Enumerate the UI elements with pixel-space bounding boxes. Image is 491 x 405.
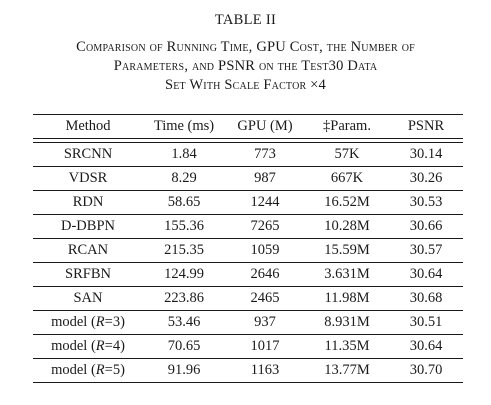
table-row: SRFBN 124.99 2646 3.631M 30.64 (33, 263, 463, 287)
cell-time: 70.65 (167, 338, 201, 354)
table-row: RDN 58.65 1244 16.52M 30.53 (33, 191, 463, 215)
cell-psnr: 30.53 (409, 194, 443, 210)
cell-time: 58.65 (167, 194, 201, 210)
cell-param: 57K (334, 146, 360, 162)
method-prefix: model ( (51, 314, 96, 330)
cell-param: 13.77M (324, 362, 370, 378)
cell-gpu: 987 (254, 170, 276, 186)
method-suffix: =5) (104, 362, 125, 378)
cell-psnr: 30.66 (409, 218, 443, 234)
cell-method: SRCNN (63, 146, 113, 162)
cell-param: 11.35M (324, 338, 370, 354)
method-variable: R (95, 314, 105, 330)
column-header-time: Time (ms) (153, 118, 215, 134)
method-suffix: =3) (104, 314, 125, 330)
table-caption: Comparison of Running Time, GPU Cost, th… (10, 38, 481, 95)
cell-gpu: 1244 (250, 194, 280, 210)
cell-param: 8.931M (324, 314, 370, 330)
table-row: SRCNN 1.84 773 57K 30.14 (33, 142, 463, 167)
method-variable: R (95, 362, 105, 378)
table-header-row: Method Time (ms) GPU (M) ‡Param. PSNR (33, 115, 463, 139)
cell-time: 124.99 (164, 266, 204, 282)
cell-psnr: 30.70 (409, 362, 443, 378)
cell-param: 10.28M (324, 218, 370, 234)
cell-time: 53.46 (167, 314, 201, 330)
results-table: Method Time (ms) GPU (M) ‡Param. PSNR SR… (33, 114, 463, 383)
cell-param: 16.52M (324, 194, 370, 210)
cell-method: SAN (73, 290, 103, 306)
cell-method: model (R=3) (33, 314, 143, 331)
cell-gpu: 937 (254, 314, 276, 330)
cell-method: SRFBN (65, 266, 111, 282)
table-body: SRCNN 1.84 773 57K 30.14 VDSR 8.29 987 667K 30.26… (33, 142, 463, 382)
cell-psnr: 30.64 (409, 338, 443, 354)
cell-gpu: 2646 (250, 266, 280, 282)
cell-method: model (R=5) (33, 362, 143, 379)
cell-param: 15.59M (324, 242, 370, 258)
cell-time: 155.36 (164, 218, 204, 234)
cell-psnr: 30.26 (409, 170, 443, 186)
cell-psnr: 30.57 (409, 242, 443, 258)
method-suffix: =4) (104, 338, 125, 354)
table-row: D-DBPN 155.36 7265 10.28M 30.66 (33, 215, 463, 239)
table-row: SAN 223.86 2465 11.98M 30.68 (33, 287, 463, 311)
cell-method: RDN (72, 194, 104, 210)
cell-psnr: 30.68 (409, 290, 443, 306)
cell-gpu: 773 (254, 146, 276, 162)
caption-line: Comparison of Running Time, GPU Cost, th… (76, 39, 415, 55)
cell-time: 1.84 (171, 146, 197, 162)
cell-param: 3.631M (324, 266, 370, 282)
cell-time: 8.29 (171, 170, 197, 186)
cell-method: model (R=4) (33, 338, 143, 355)
cell-psnr: 30.14 (409, 146, 443, 162)
column-header-gpu: GPU (M) (237, 118, 293, 134)
cell-gpu: 1059 (250, 242, 280, 258)
column-header-psnr: PSNR (407, 118, 445, 134)
cell-gpu: 7265 (250, 218, 280, 234)
cell-param: 11.98M (324, 290, 370, 306)
cell-method: VDSR (68, 170, 108, 186)
cell-param: 667K (330, 170, 364, 186)
cell-gpu: 2465 (250, 290, 280, 306)
cell-psnr: 30.51 (409, 314, 443, 330)
column-header-param: ‡Param. (323, 118, 371, 134)
method-prefix: model ( (51, 338, 96, 354)
cell-gpu: 1163 (250, 362, 280, 378)
column-header-method: Method (65, 118, 111, 134)
cell-gpu: 1017 (250, 338, 280, 354)
table-row: model (R=3) 53.46 937 8.931M 30.51 (33, 311, 463, 335)
cell-psnr: 30.64 (409, 266, 443, 282)
table-row: model (R=4) 70.65 1017 11.35M 30.64 (33, 335, 463, 359)
cell-time: 91.96 (167, 362, 201, 378)
cell-method: D-DBPN (61, 218, 115, 234)
method-prefix: model ( (51, 362, 96, 378)
cell-time: 215.35 (164, 242, 204, 258)
caption-line: Set With Scale Factor ×4 (164, 77, 327, 93)
table-row: VDSR 8.29 987 667K 30.26 (33, 167, 463, 191)
table-row: model (R=5) 91.96 1163 13.77M 30.70 (33, 359, 463, 382)
method-variable: R (95, 338, 105, 354)
table-row: RCAN 215.35 1059 15.59M 30.57 (33, 239, 463, 263)
cell-time: 223.86 (164, 290, 204, 306)
table-label: TABLE II (214, 12, 277, 28)
caption-line: Parameters, and PSNR on the Test30 Data (113, 58, 378, 74)
cell-method: RCAN (67, 242, 109, 258)
